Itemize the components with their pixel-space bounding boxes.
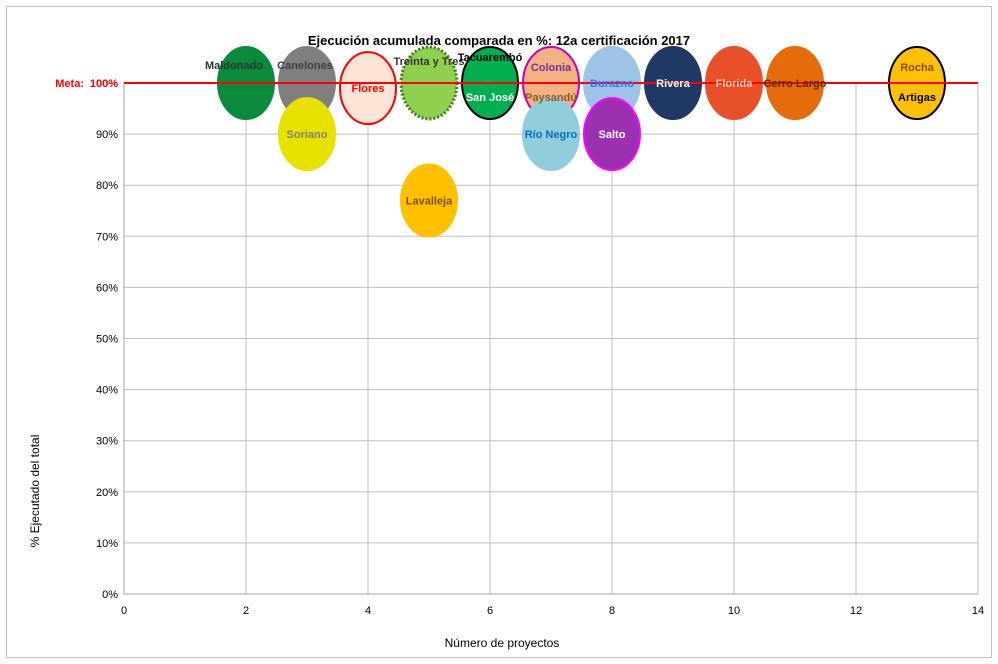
bubble-labels: Maldonado Canelones Soriano Flores Treinta y… (205, 52, 936, 208)
tick-labels: 0% 10% 20% 30% 40% 50% 60% 70% 80% 90% 100% 0 2 4 6 8 10… (90, 78, 984, 617)
bubble-label: Canelones (277, 60, 333, 72)
y-tick-label: 100% (90, 78, 118, 90)
bubble-label: Flores (351, 83, 384, 95)
bubble-label: Cerro Largo (764, 78, 827, 90)
reference-line: Meta: 100% (55, 78, 978, 90)
x-tick-label: 4 (365, 605, 371, 617)
y-tick-label: 70% (96, 231, 118, 243)
grid (123, 83, 979, 595)
bubble-point (583, 97, 641, 172)
y-axis-label: % Ejecutado del total (28, 435, 42, 548)
bubble-label: Maldonado (205, 60, 263, 72)
bubble-point (400, 163, 458, 238)
bubbles (217, 45, 946, 238)
bubble-label: Lavalleja (406, 196, 453, 208)
bubble-point (278, 97, 336, 172)
meta-label: Meta: (55, 78, 84, 90)
x-tick-label: 6 (487, 605, 493, 617)
bubble-label: Rivera (656, 78, 691, 90)
bubble-label: Treinta y Tres (394, 56, 465, 68)
bubble-label: Río Negro (525, 129, 578, 141)
x-tick-label: 12 (850, 605, 862, 617)
bubble-label: Rocha (900, 62, 935, 74)
x-tick-label: 8 (609, 605, 615, 617)
bubble-point (522, 97, 580, 172)
bubble-label: Artigas (898, 92, 936, 104)
bubble-label: San José (466, 92, 514, 104)
bubble-label: Colonia (531, 62, 572, 74)
x-tick-label: 0 (121, 605, 127, 617)
y-tick-label: 10% (96, 538, 118, 550)
chart-title: Ejecución acumulada comparada en %: 12a … (308, 33, 690, 48)
y-tick-label: 80% (96, 180, 118, 192)
meta-value-label: 100% (90, 78, 118, 90)
y-tick-label: 0% (102, 589, 118, 601)
bubble-label: Salto (599, 129, 626, 141)
x-axis-label: Número de proyectos (445, 636, 560, 650)
x-tick-label: 2 (243, 605, 249, 617)
bubble-label: Tacuarembó (458, 52, 523, 64)
bubble-label: Florida (716, 78, 754, 90)
x-tick-label: 14 (972, 605, 984, 617)
y-tick-label: 30% (96, 436, 118, 448)
y-tick-label: 50% (96, 334, 118, 346)
bubble-label: Paysandú (525, 92, 577, 104)
scatter-chart: Ejecución acumulada comparada en %: 12a … (28, 33, 984, 650)
y-tick-label: 90% (96, 129, 118, 141)
x-tick-label: 10 (728, 605, 740, 617)
bubble-label: Soriano (287, 129, 328, 141)
y-tick-label: 20% (96, 487, 118, 499)
chart-frame: Ejecución acumulada comparada en %: 12a … (6, 6, 992, 658)
y-tick-label: 40% (96, 385, 118, 397)
bubble-point (339, 51, 397, 126)
bubble-label: Durazno (590, 78, 634, 90)
y-tick-label: 60% (96, 282, 118, 294)
